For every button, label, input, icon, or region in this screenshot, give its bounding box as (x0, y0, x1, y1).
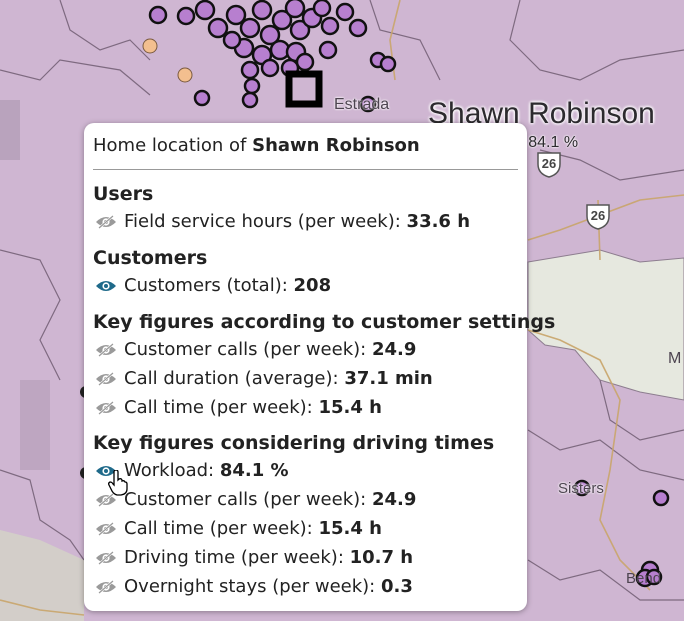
eye-hidden-icon[interactable] (95, 341, 117, 357)
popup-divider (93, 169, 518, 170)
figure-value: 24.9 (371, 339, 417, 360)
figure-label: Customers (total): (124, 275, 294, 296)
route-shield-number: 26 (590, 208, 606, 223)
section-heading-driving-times: Key figures considering driving times (93, 432, 495, 454)
figure-label: Customer calls (per week): (124, 339, 372, 360)
figure-row: Driving time (per week): 10.7 h (95, 547, 413, 569)
place-label: Bend (626, 570, 662, 587)
eye-hidden-icon[interactable] (95, 491, 117, 507)
route-shield-icon: 26 (585, 202, 611, 230)
figure-label: Call time (per week): (124, 397, 319, 418)
figure-value: 84.1 % (219, 460, 289, 481)
figure-row: Call duration (average): 37.1 min (95, 368, 433, 390)
figure-value: 208 (293, 275, 332, 296)
route-shield-icon: 26 (536, 150, 562, 178)
figure-label: Overnight stays (per week): (124, 576, 381, 597)
eye-visible-icon[interactable] (95, 277, 117, 291)
home-markers (142, 38, 193, 83)
figure-label: Field service hours (per week): (124, 211, 407, 232)
neutral-area-south (0, 530, 84, 621)
figure-label: Call time (per week): (124, 518, 319, 539)
popup-title: Home location of Shawn Robinson (93, 135, 420, 156)
customer-markers (148, 0, 670, 588)
figure-row: Customers (total): 208 (95, 275, 331, 297)
home-location-square (285, 70, 323, 108)
figure-value: 24.9 (371, 489, 417, 510)
neutral-area (527, 249, 684, 401)
place-label: Sisters (558, 480, 604, 497)
figure-value: 15.4 h (318, 397, 382, 418)
section-heading-customer-settings: Key figures according to customer settin… (93, 311, 556, 333)
figure-value: 10.7 h (349, 547, 414, 568)
section-heading-customers: Customers (93, 247, 208, 269)
eye-visible-icon[interactable] (95, 462, 117, 476)
figure-label: Call duration (average): (124, 368, 345, 389)
eye-hidden-icon[interactable] (95, 399, 117, 415)
eye-hidden-icon[interactable] (95, 578, 117, 594)
figure-row: Workload: 84.1 % (95, 460, 289, 482)
figure-value: 37.1 min (344, 368, 433, 389)
home-location-popup: Home location of Shawn Robinson Users Fi… (84, 123, 555, 611)
figure-value: 15.4 h (318, 518, 382, 539)
figure-value: 0.3 (380, 576, 413, 597)
figure-row: Call time (per week): 15.4 h (95, 397, 382, 419)
eye-hidden-icon[interactable] (95, 370, 117, 386)
figure-value: 33.6 h (406, 211, 471, 232)
eye-hidden-icon[interactable] (95, 213, 117, 229)
eye-hidden-icon[interactable] (95, 549, 117, 565)
section-heading-users: Users (93, 183, 154, 205)
route-shield-number: 26 (541, 156, 557, 171)
popup-title-prefix: Home location of (93, 135, 247, 156)
figure-row: Call time (per week): 15.4 h (95, 518, 382, 540)
figure-row: Customer calls (per week): 24.9 (95, 489, 416, 511)
figure-label: Driving time (per week): (124, 547, 350, 568)
place-label: M (668, 350, 682, 367)
figure-row: Overnight stays (per week): 0.3 (95, 576, 413, 598)
place-label: Estrada (334, 96, 390, 113)
figure-row: Customer calls (per week): 24.9 (95, 339, 416, 361)
hand-cursor-icon (108, 470, 128, 496)
figure-label: Workload: (124, 460, 220, 481)
popup-title-name: Shawn Robinson (252, 135, 420, 156)
figure-label: Customer calls (per week): (124, 489, 372, 510)
figure-row: Field service hours (per week): 33.6 h (95, 211, 470, 233)
eye-hidden-icon[interactable] (95, 520, 117, 536)
